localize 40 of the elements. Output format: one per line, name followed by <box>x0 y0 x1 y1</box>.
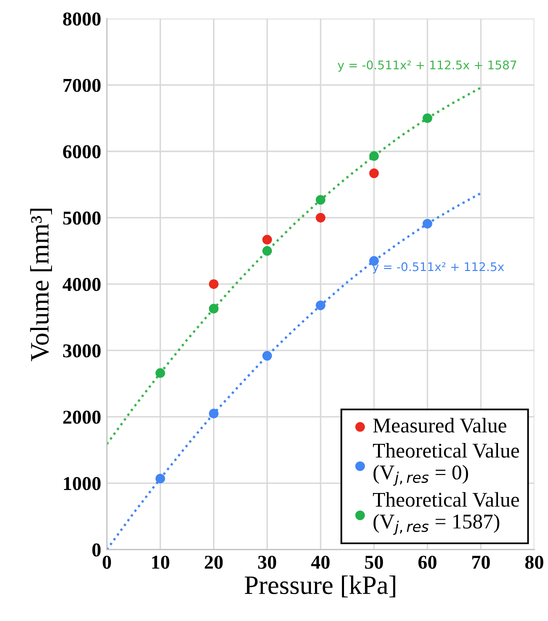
x-axis-title: Pressure [kPa] <box>244 576 396 598</box>
x-tick-label: 70 <box>472 556 490 569</box>
y-tick-label: 1000 <box>64 477 101 490</box>
y-tick-label: 4000 <box>62 278 101 292</box>
legend-label: Theoretical Value (V$_{j,res}$ = 1587) <box>372 492 519 535</box>
point <box>316 212 326 223</box>
point <box>369 256 379 266</box>
y-tick-label: 7000 <box>64 78 101 92</box>
y-tick-label: 8000 <box>63 12 101 26</box>
x-tick-label: 10 <box>152 556 170 569</box>
y-axis-title: Volume [mm³] <box>30 208 52 362</box>
point <box>422 218 432 229</box>
point <box>262 350 272 361</box>
y-tick-label: 2000 <box>63 410 101 424</box>
point <box>208 279 219 289</box>
point <box>316 194 326 205</box>
annotation: y = -0.511x² + 112.5x + 1587 <box>338 60 516 72</box>
point <box>369 151 379 161</box>
x-tick-label: 30 <box>258 556 276 569</box>
y-tick-label: 6000 <box>63 145 101 158</box>
y-tick-label: 5000 <box>63 212 101 225</box>
x-tick-label: 80 <box>525 556 544 569</box>
x-tick-label: 0 <box>102 556 111 569</box>
point <box>422 113 432 124</box>
y-tick-label: 0 <box>92 543 101 557</box>
point <box>262 234 272 244</box>
point <box>208 408 219 418</box>
y-tick-label: 3000 <box>63 344 101 358</box>
point <box>208 304 219 314</box>
point <box>155 368 166 378</box>
point <box>316 300 326 310</box>
x-tick-label: 20 <box>204 556 223 569</box>
point <box>262 246 272 256</box>
x-tick-label: 60 <box>418 556 436 569</box>
x-tick-label: 50 <box>365 556 383 569</box>
legend-label: Theoretical Value (V$_{j,res}$ = 0) <box>372 443 519 486</box>
x-tick-label: 40 <box>311 556 330 569</box>
legend-label: Measured Value <box>373 418 506 433</box>
point <box>369 168 379 178</box>
point <box>155 474 166 484</box>
